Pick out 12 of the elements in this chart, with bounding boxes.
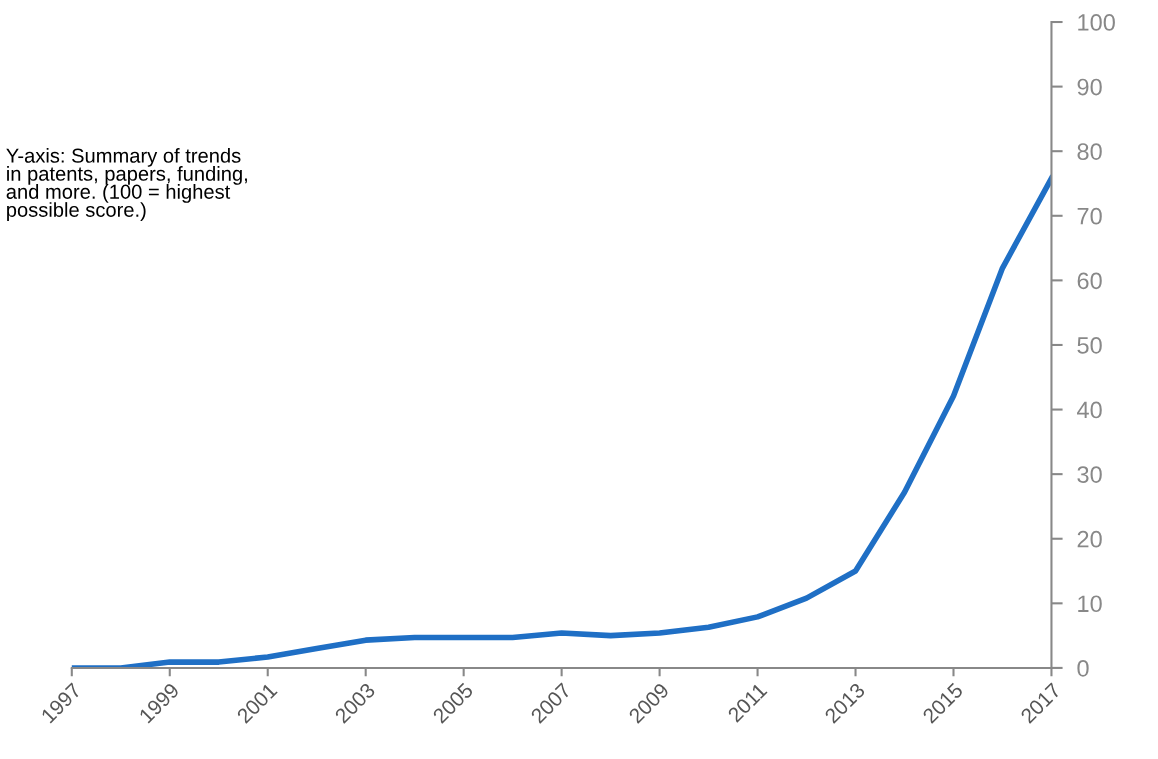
y-tick-label: 80 — [1077, 143, 1102, 160]
y-tick-label: 90 — [1077, 78, 1102, 96]
y-tick-label: 10 — [1078, 595, 1102, 613]
y-tick-label: 60 — [1077, 272, 1102, 290]
y-tick-label: 50 — [1077, 337, 1102, 354]
y-tick-label: 0 — [1077, 659, 1089, 677]
y-tick-label: 20 — [1077, 530, 1102, 548]
annotation: Y-axis: Summary of trends in patents, papers, funding, and more. (100 = highest possible score.) — [6, 148, 247, 221]
y-tick-label: 70 — [1077, 207, 1102, 225]
y-tick-label: 40 — [1077, 401, 1102, 419]
y-tick-label: 100 — [1078, 14, 1115, 31]
y-tick-label: 30 — [1077, 466, 1102, 483]
